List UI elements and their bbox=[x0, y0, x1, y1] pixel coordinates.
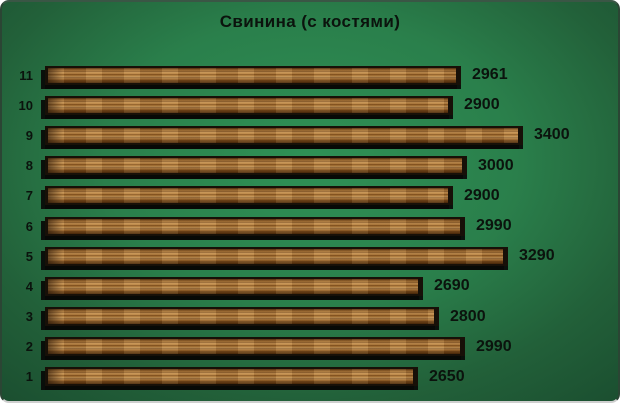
bar-row: 3 2800 bbox=[2, 302, 618, 332]
value-label: 3000 bbox=[478, 156, 514, 174]
category-label: 1 bbox=[25, 369, 33, 385]
value-label: 2990 bbox=[476, 217, 512, 235]
bar bbox=[45, 307, 439, 327]
value-label: 2990 bbox=[476, 337, 512, 355]
bar-row: 10 2900 bbox=[2, 90, 618, 120]
bar-row: 6 2990 bbox=[2, 211, 618, 241]
bar-row: 2 2990 bbox=[2, 332, 618, 362]
bar bbox=[45, 186, 453, 206]
bar bbox=[45, 276, 423, 296]
category-label: 7 bbox=[25, 188, 33, 204]
bar bbox=[45, 65, 461, 85]
value-label: 3290 bbox=[519, 247, 555, 265]
bar-row: 4 2690 bbox=[2, 271, 618, 301]
category-label: 6 bbox=[25, 218, 33, 234]
bar-row: 11 2961 bbox=[2, 60, 618, 90]
category-label: 5 bbox=[25, 248, 33, 264]
bar bbox=[45, 216, 465, 236]
bar bbox=[45, 125, 523, 145]
bar bbox=[45, 367, 418, 387]
bar bbox=[45, 337, 465, 357]
category-label: 11 bbox=[19, 67, 33, 83]
value-label: 2961 bbox=[472, 66, 508, 84]
category-label: 4 bbox=[25, 278, 33, 294]
value-label: 2690 bbox=[434, 277, 470, 295]
bar-row: 9 3400 bbox=[2, 120, 618, 150]
category-label: 9 bbox=[25, 127, 33, 143]
bar bbox=[45, 95, 453, 115]
bar bbox=[45, 246, 508, 266]
category-label: 3 bbox=[25, 309, 33, 325]
chart-title: Свинина (с костями) bbox=[219, 12, 401, 31]
bar-row: 8 3000 bbox=[2, 151, 618, 181]
value-label: 2800 bbox=[450, 307, 486, 325]
bar-row: 7 2900 bbox=[2, 181, 618, 211]
bar-row: 1 2650 bbox=[2, 362, 618, 392]
bar-row: 5 3290 bbox=[2, 241, 618, 271]
value-label: 2900 bbox=[464, 96, 500, 114]
category-label: 2 bbox=[25, 339, 33, 355]
value-label: 3400 bbox=[534, 126, 570, 144]
value-label: 2650 bbox=[429, 367, 465, 385]
category-label: 8 bbox=[25, 158, 33, 174]
bar bbox=[45, 156, 467, 176]
category-label: 10 bbox=[18, 97, 33, 113]
bar-chart: 11 2961 10 2900 9 3400 8 3000 7 2900 6 2990 5 3290 4 26… bbox=[2, 60, 618, 392]
value-label: 2900 bbox=[464, 186, 500, 204]
